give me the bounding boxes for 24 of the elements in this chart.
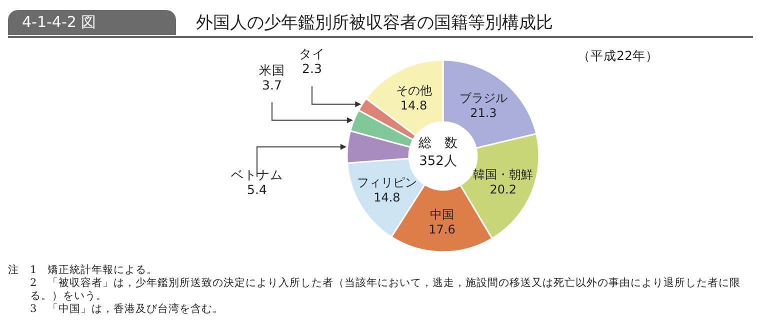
text: 4-1-4-2 図 — [8, 10, 176, 34]
data-label: 17.6 — [428, 222, 456, 236]
chart-title: 外国人の少年鑑別所被収容者の国籍等別構成比 — [196, 12, 553, 34]
slice-label: タイ — [299, 46, 325, 62]
data-label: 3.7 — [262, 77, 282, 92]
slice-label: 米国 — [259, 62, 285, 78]
text: 2 「被収容者」は，少年鑑別所送致の決定により入所した者（当該年において，逃走，施設間の移送又は死亡以外の事由により退所した者に限る。）をいう。 — [29, 277, 742, 303]
text: 3 「中国」は，香港及び台湾を含む。 — [29, 303, 225, 316]
data-label: 20.2 — [490, 182, 516, 196]
text: 総 数 — [418, 136, 458, 151]
text: （平成22年） — [578, 48, 658, 63]
slice-label: その他 — [396, 84, 432, 98]
text: 注 1 矯正統計年報による。 — [8, 264, 159, 277]
data-label: 5.4 — [247, 182, 267, 197]
data-label: 21.3 — [470, 106, 497, 120]
data-label: 2.3 — [302, 61, 322, 76]
text: 352人 — [419, 154, 457, 169]
slice-label: ブラジル — [459, 90, 508, 105]
slice-label: 韓国・朝鮮 — [473, 167, 534, 182]
data-label: 14.8 — [400, 98, 428, 113]
slice-label: フィリピン — [356, 175, 417, 190]
slice-label: ベトナム — [231, 166, 283, 182]
slice-label: 中国 — [430, 207, 454, 222]
data-label: 14.8 — [374, 190, 400, 204]
